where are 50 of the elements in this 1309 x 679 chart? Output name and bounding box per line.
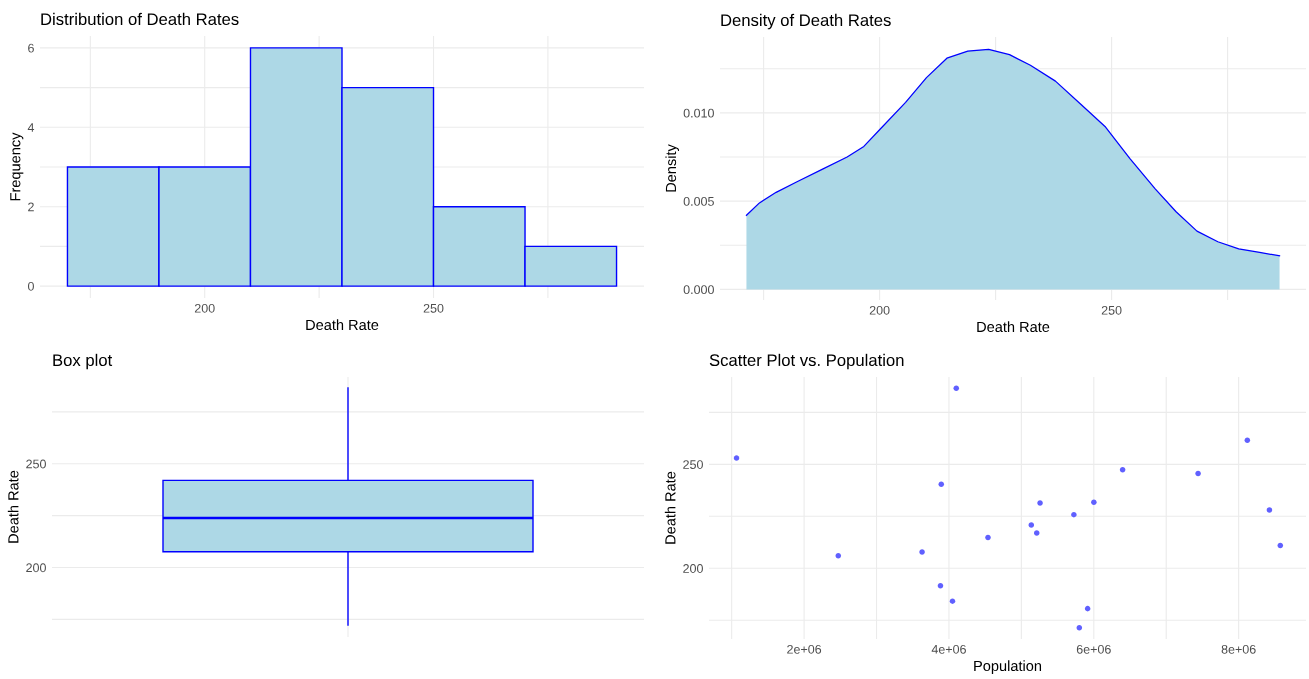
y-tick-label: 0	[27, 281, 34, 291]
y-axis-title: Death Rate	[7, 470, 19, 543]
x-axis-title: Death Rate	[306, 319, 379, 331]
point	[1028, 522, 1035, 528]
y-axis-title: Death Rate	[664, 471, 676, 544]
point	[938, 481, 945, 488]
x-tick-label: 250	[1101, 305, 1122, 315]
x-axis-title: Population	[974, 660, 1042, 674]
point	[733, 455, 740, 461]
point	[1037, 500, 1043, 506]
point	[1033, 530, 1040, 536]
chart-title: Scatter Plot vs. Population	[709, 353, 904, 370]
x-tick-label: 200	[194, 303, 215, 313]
point	[1071, 511, 1077, 518]
chart-title: Box plot	[53, 353, 113, 370]
point	[937, 582, 944, 589]
y-tick-label: 0.000	[683, 285, 714, 295]
x-tick-label: 8e+06	[1221, 644, 1256, 654]
point	[1195, 470, 1201, 477]
point	[949, 598, 956, 604]
y-tick-label: 200	[683, 564, 703, 573]
y-tick-label: 250	[683, 460, 703, 469]
x-axis-title: Death Rate	[977, 321, 1050, 333]
y-tick-label: 0.005	[683, 196, 714, 206]
point	[1076, 624, 1083, 631]
y-tick-label: 0.010	[683, 108, 714, 118]
y-tick-label: 4	[27, 123, 35, 132]
y-tick-label: 2	[28, 202, 34, 212]
y-tick-label: 200	[26, 563, 46, 573]
point	[1266, 507, 1273, 513]
x-tick-label: 250	[423, 303, 444, 313]
chart-title: Distribution of Death Rates	[41, 12, 239, 26]
chart-title: Density of Death Rates	[721, 13, 891, 30]
point	[835, 553, 842, 559]
y-tick-label: 6	[28, 43, 34, 53]
y-axis-title: Frequency	[10, 132, 24, 201]
y-axis-title: Density	[665, 144, 679, 192]
x-tick-label: 6e+06	[1076, 644, 1111, 654]
x-tick-label: 4e+06	[931, 644, 966, 654]
point	[953, 385, 960, 392]
point	[1244, 437, 1251, 443]
point	[919, 549, 925, 555]
x-tick-label: 2e+06	[787, 644, 822, 654]
y-tick-label: 250	[26, 459, 46, 469]
x-tick-label: 200	[869, 305, 890, 315]
point	[985, 534, 991, 541]
point	[1091, 499, 1097, 505]
point	[1119, 466, 1126, 473]
point	[1277, 542, 1284, 549]
point	[1084, 605, 1091, 612]
